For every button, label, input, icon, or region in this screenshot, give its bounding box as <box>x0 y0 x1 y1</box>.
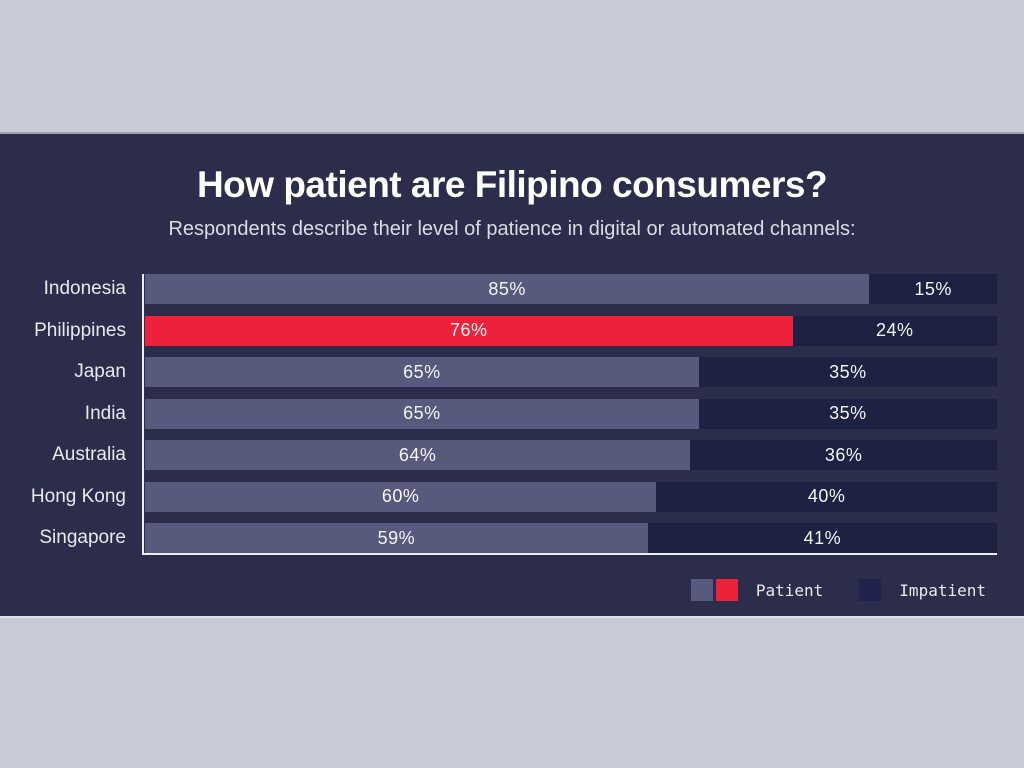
chart-row: Philippines 76% 24% <box>34 315 997 346</box>
patient-bar-segment: 59% <box>145 523 648 553</box>
stacked-bar-chart: Indonesia 85% 15% Philippines 76% 24% Japan 65%… <box>31 274 997 555</box>
impatient-value-label: 35% <box>829 403 867 423</box>
patient-value-label: 64% <box>398 444 437 465</box>
chart-row: Indonesia 85% 15% <box>44 274 997 304</box>
impatient-bar-segment: 35% <box>698 357 997 387</box>
chart-row: India 65% 35% <box>85 398 997 429</box>
impatient-bar-segment: 35% <box>698 398 997 429</box>
x-axis-line <box>142 553 997 555</box>
page-title: How patient are Filipino consumers? <box>196 164 828 205</box>
category-label: Indonesia <box>43 278 126 299</box>
category-label: Australia <box>52 444 126 465</box>
category-label: India <box>84 402 126 424</box>
category-label: Singapore <box>39 527 126 548</box>
patient-bar-segment: 64% <box>145 440 691 470</box>
chart-row: Singapore 59% 41% <box>39 523 997 553</box>
impatient-value-label: 40% <box>807 486 846 506</box>
chart-row: Japan 65% 35% <box>74 357 997 387</box>
patient-highlight-swatch <box>715 579 738 601</box>
chart-row: Australia 64% 36% <box>52 440 997 470</box>
impatient-bar-segment: 24% <box>792 315 997 346</box>
impatient-swatch <box>859 579 882 601</box>
category-label: Philippines <box>34 319 126 341</box>
patient-value-label: 76% <box>449 320 488 340</box>
impatient-bar-segment: 40% <box>656 481 997 512</box>
patient-bar-segment: 76% <box>145 315 793 346</box>
legend-label-patient: Patient <box>755 580 824 600</box>
impatient-value-label: 36% <box>824 444 863 465</box>
y-axis-line <box>142 274 144 555</box>
patient-swatch <box>690 579 713 601</box>
page-subtitle: Respondents describe their level of pati… <box>168 218 856 240</box>
impatient-bar-segment: 41% <box>647 523 997 553</box>
impatient-value-label: 15% <box>914 278 952 299</box>
legend-item-patient: Patient <box>690 579 824 601</box>
impatient-value-label: 35% <box>829 361 867 382</box>
patient-bar-segment: 65% <box>145 357 699 387</box>
patient-bar-segment: 85% <box>145 274 870 304</box>
patient-value-label: 85% <box>488 278 526 299</box>
legend-item-impatient: Impatient <box>859 579 986 601</box>
category-label: Hong Kong <box>30 485 126 507</box>
patient-value-label: 65% <box>403 361 441 382</box>
impatient-value-label: 24% <box>875 320 914 340</box>
patient-bar-segment: 60% <box>145 481 657 512</box>
chart-rows: Indonesia 85% 15% Philippines 76% 24% Japan 65%… <box>31 274 997 553</box>
category-label: Japan <box>74 361 126 382</box>
chart-legend: Patient Impatient <box>690 579 986 601</box>
legend-label-impatient: Impatient <box>899 580 986 600</box>
impatient-bar-segment: 36% <box>690 440 997 470</box>
patient-value-label: 59% <box>377 527 416 548</box>
patient-value-label: 60% <box>381 486 420 506</box>
impatient-value-label: 41% <box>803 527 842 548</box>
chart-panel: How patient are Filipino consumers? Resp… <box>0 132 1024 618</box>
patient-value-label: 65% <box>403 403 441 423</box>
chart-row: Hong Kong 60% 40% <box>31 481 997 512</box>
patient-bar-segment: 65% <box>145 398 699 429</box>
impatient-bar-segment: 15% <box>869 274 997 304</box>
